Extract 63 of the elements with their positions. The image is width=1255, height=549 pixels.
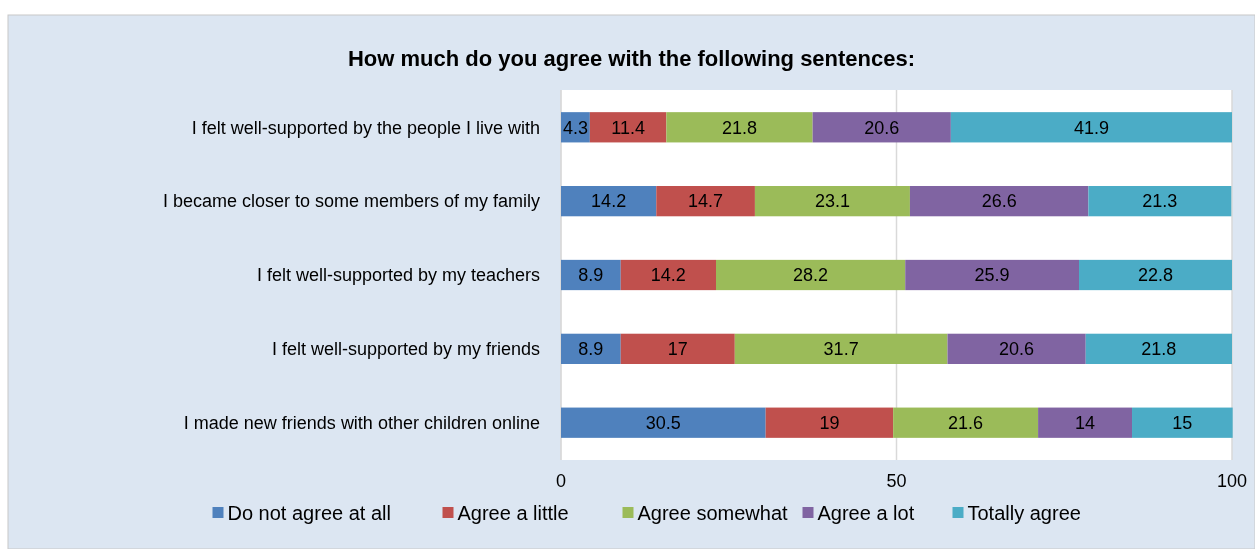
bar	[561, 407, 766, 438]
x-tick-label: 50	[886, 471, 907, 491]
bar	[656, 186, 755, 217]
data-label: 28.2	[793, 265, 829, 286]
data-label: 14.2	[591, 191, 627, 212]
data-label: 19	[819, 413, 840, 433]
bar	[1079, 259, 1232, 291]
data-label: 23.1	[814, 191, 850, 212]
bar	[947, 333, 1086, 364]
bar	[1085, 333, 1232, 364]
data-label: 11.4	[611, 117, 645, 138]
data-label: 26.6	[981, 191, 1017, 212]
bar	[1088, 186, 1232, 217]
data-label: 31.7	[823, 339, 859, 360]
data-label: 25.9	[974, 265, 1010, 286]
data-label: 8.9	[578, 339, 604, 360]
bar	[754, 186, 910, 217]
data-label: 4.3	[562, 117, 588, 138]
x-tick-label: 0	[555, 471, 567, 491]
x-tick-label: 100	[1216, 471, 1248, 491]
data-label: 15	[1172, 413, 1193, 433]
data-label: 21.8	[721, 117, 758, 138]
y-tick-label: I became closer to some members of my family	[162, 191, 540, 212]
bar	[1038, 407, 1133, 438]
bar	[561, 333, 621, 364]
data-label: 30.5	[645, 413, 681, 433]
bar	[620, 259, 716, 291]
data-label: 8.9	[578, 265, 604, 286]
data-label: 21.8	[1141, 339, 1177, 360]
data-label: 14.2	[650, 265, 686, 286]
data-label: 14.7	[688, 191, 724, 212]
data-label: 14	[1075, 413, 1096, 433]
bar	[950, 112, 1232, 143]
legend-label: Agree somewhat	[637, 502, 789, 524]
bar	[765, 407, 894, 438]
legend-label: Agree a lot	[817, 502, 915, 524]
bar	[893, 407, 1039, 438]
y-tick-label: I felt well-supported by my friends	[271, 339, 540, 360]
data-label: 20.6	[864, 117, 900, 138]
bar	[666, 112, 813, 143]
data-label: 41.9	[1073, 117, 1109, 138]
legend-label: Agree a little	[457, 502, 569, 524]
bar	[589, 112, 667, 143]
data-label: 20.6	[999, 339, 1035, 360]
bar	[734, 333, 948, 364]
legend-label: Totally agree	[967, 502, 1081, 524]
data-label: 21.3	[1142, 191, 1178, 212]
bar	[620, 333, 735, 364]
data-label: 17	[667, 339, 688, 360]
bar	[812, 112, 951, 143]
bar	[905, 259, 1080, 291]
chart-title: How much do you agree with the following sentences:	[347, 46, 916, 71]
bar	[716, 259, 906, 291]
y-tick-label: I felt well-supported by the people I live with	[191, 117, 540, 138]
bar	[561, 186, 657, 217]
legend-label: Do not agree at all	[227, 502, 391, 524]
y-tick-label: I made new friends with other children online	[183, 413, 540, 433]
data-label: 22.8	[1137, 265, 1174, 286]
bar	[1132, 407, 1233, 438]
data-label: 21.6	[948, 413, 984, 433]
y-tick-label: I felt well-supported by my teachers	[256, 265, 540, 286]
bar	[909, 186, 1089, 217]
bar	[561, 259, 621, 291]
